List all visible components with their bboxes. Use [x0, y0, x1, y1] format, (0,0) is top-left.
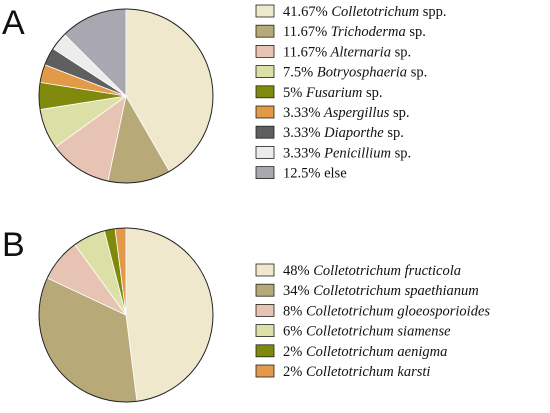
legend-b-label-1: 34% Colletotrichum spaethianum — [283, 283, 479, 299]
legend-a-percent-8: 12.5% — [283, 166, 320, 182]
legend-b-label-3: 6% Colletotrichum siamense — [283, 324, 451, 340]
legend-a-taxon-5: Aspergillus — [320, 105, 389, 121]
legend-a-item-6: 3.33% Diaporthe sp. — [255, 125, 404, 141]
legend-b-swatch-3 — [255, 324, 275, 338]
legend-b-label-0: 48% Colletotrichum fructicola — [283, 263, 461, 279]
legend-b-item-5: 2% Colletotrichum karsti — [255, 364, 430, 380]
legend-a-taxon-0: Colletotrichum — [328, 4, 419, 20]
legend-a-percent-5: 3.33% — [283, 105, 320, 121]
legend-a-suffix-5: sp. — [389, 105, 409, 121]
pie-b-slice-0 — [125, 227, 214, 402]
legend-b-label-4: 2% Colletotrichum aenigma — [283, 344, 447, 360]
legend-a-swatch-0 — [255, 4, 275, 18]
legend-b-percent-5: 2% — [283, 364, 302, 380]
legend-b-item-4: 2% Colletotrichum aenigma — [255, 344, 447, 360]
legend-b-taxon-4: Colletotrichum aenigma — [302, 344, 447, 360]
legend-a-swatch-7 — [255, 145, 275, 159]
legend-a-swatch-1 — [255, 24, 275, 38]
legend-b-percent-2: 8% — [283, 303, 302, 319]
legend-a-swatch-5 — [255, 105, 275, 119]
legend-a-suffix-0: spp. — [419, 4, 446, 20]
legend-b-item-0: 48% Colletotrichum fructicola — [255, 263, 461, 279]
legend-a-taxon-2: Alternaria — [327, 44, 391, 60]
pie-chart-a — [38, 8, 214, 184]
legend-a-swatch-8 — [255, 166, 275, 180]
legend-a-suffix-7: sp. — [391, 145, 411, 161]
legend-b-item-1: 34% Colletotrichum spaethianum — [255, 283, 479, 299]
legend-b-percent-0: 48% — [283, 263, 310, 279]
legend-a-label-8: 12.5% else — [283, 166, 347, 182]
legend-a-swatch-6 — [255, 125, 275, 139]
legend-a-item-8: 12.5% else — [255, 166, 347, 182]
legend-a-swatch-4 — [255, 85, 275, 99]
legend-b-taxon-1: Colletotrichum spaethianum — [310, 283, 479, 299]
legend-a-swatch-3 — [255, 65, 275, 78]
legend-a-item-1: 11.67% Trichoderma sp. — [255, 24, 426, 40]
legend-b-taxon-3: Colletotrichum siamense — [302, 324, 451, 340]
legend-a-percent-3: 7.5% — [283, 65, 313, 81]
legend-a-swatch-2 — [255, 45, 275, 58]
legend-a-label-1: 11.67% Trichoderma sp. — [283, 24, 426, 40]
legend-a-item-7: 3.33% Penicillium sp. — [255, 145, 411, 161]
legend-b-label-5: 2% Colletotrichum karsti — [283, 364, 430, 380]
legend-b-swatch-2 — [255, 303, 275, 317]
legend-a-item-5: 3.33% Aspergillus sp. — [255, 105, 410, 121]
legend-b-percent-3: 6% — [283, 324, 302, 340]
legend-b-swatch-0 — [255, 263, 275, 277]
legend-b-item-2: 8% Colletotrichum gloeosporioides — [255, 303, 490, 319]
legend-a-taxon-3: Botryosphaeria — [313, 65, 407, 81]
legend-a-item-4: 5% Fusarium sp. — [255, 85, 383, 101]
legend-b-taxon-2: Colletotrichum gloeosporioides — [302, 303, 490, 319]
legend-a-suffix-4: sp. — [362, 85, 382, 101]
legend-b-label-2: 8% Colletotrichum gloeosporioides — [283, 303, 490, 319]
legend-a-percent-6: 3.33% — [283, 125, 320, 141]
legend-a-percent-4: 5% — [283, 85, 302, 101]
pie-b-outline — [38, 227, 214, 403]
legend-a-label-0: 41.67% Colletotrichum spp. — [283, 4, 447, 20]
legend-a-label-6: 3.33% Diaporthe sp. — [283, 125, 404, 141]
legend-b-swatch-4 — [255, 344, 275, 358]
panel-b-label: B — [2, 226, 25, 264]
legend-a-suffix-6: sp. — [384, 125, 404, 141]
legend-b-swatch-1 — [255, 283, 275, 297]
legend-a-label-4: 5% Fusarium sp. — [283, 85, 383, 101]
legend-a-taxon-1: Trichoderma — [327, 24, 406, 40]
legend-a-label-3: 7.5% Botryosphaeria sp. — [283, 65, 427, 81]
pie-chart-b — [38, 227, 214, 403]
legend-b-percent-1: 34% — [283, 283, 310, 299]
legend-b-taxon-5: Colletotrichum karsti — [302, 364, 430, 380]
legend-b-taxon-0: Colletotrichum fructicola — [310, 263, 461, 279]
legend-a-suffix-8: else — [320, 166, 346, 182]
legend-a-percent-2: 11.67% — [283, 44, 327, 60]
legend-a-taxon-7: Penicillium — [320, 145, 390, 161]
panel-a: A 41.67% Colletotrichum spp. 11.67% Trich… — [2, 4, 447, 184]
legend-a-item-2: 11.67% Alternaria sp. — [255, 44, 411, 60]
legend-b-percent-4: 2% — [283, 344, 302, 360]
legend-a-label-7: 3.33% Penicillium sp. — [283, 145, 411, 161]
legend-a-label-2: 11.67% Alternaria sp. — [283, 44, 411, 60]
legend-a-suffix-1: sp. — [406, 24, 426, 40]
legend-a-item-3: 7.5% Botryosphaeria sp. — [255, 65, 427, 81]
legend-b-swatch-5 — [255, 364, 275, 378]
pie-a-outline — [38, 8, 214, 184]
legend-a-percent-0: 41.67% — [283, 4, 328, 20]
legend-a-percent-1: 11.67% — [283, 24, 327, 40]
legend-a-suffix-3: sp. — [407, 65, 427, 81]
legend-a-suffix-2: sp. — [391, 44, 411, 60]
legend-a: 41.67% Colletotrichum spp. 11.67% Trichod… — [255, 4, 447, 182]
panel-a-label: A — [2, 4, 25, 42]
legend-b-item-3: 6% Colletotrichum siamense — [255, 324, 451, 340]
legend-a-label-5: 3.33% Aspergillus sp. — [283, 105, 410, 121]
legend-a-percent-7: 3.33% — [283, 145, 320, 161]
legend-a-taxon-6: Diaporthe — [320, 125, 384, 141]
legend-a-taxon-4: Fusarium — [302, 85, 362, 101]
legend-a-item-0: 41.67% Colletotrichum spp. — [255, 4, 447, 20]
